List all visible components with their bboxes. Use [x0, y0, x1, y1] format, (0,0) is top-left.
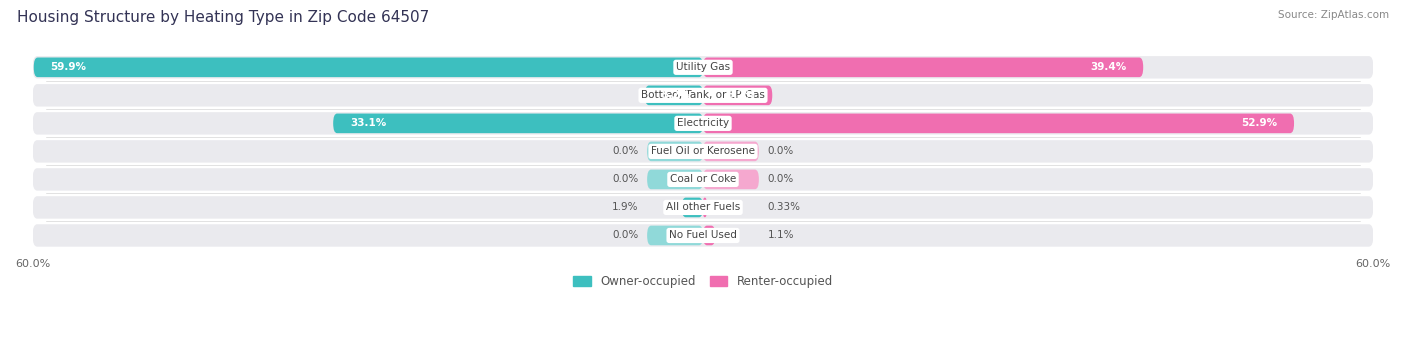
Text: 6.2%: 6.2% [727, 90, 755, 100]
Text: 0.33%: 0.33% [768, 203, 801, 212]
Text: 0.0%: 0.0% [768, 174, 794, 184]
Text: Fuel Oil or Kerosene: Fuel Oil or Kerosene [651, 146, 755, 157]
FancyBboxPatch shape [703, 58, 1143, 77]
FancyBboxPatch shape [32, 56, 1374, 78]
Text: 33.1%: 33.1% [350, 118, 387, 128]
FancyBboxPatch shape [703, 142, 759, 161]
FancyBboxPatch shape [32, 140, 1374, 163]
FancyBboxPatch shape [645, 86, 703, 105]
Text: 5.2%: 5.2% [662, 90, 690, 100]
Text: Source: ZipAtlas.com: Source: ZipAtlas.com [1278, 10, 1389, 20]
FancyBboxPatch shape [682, 198, 703, 217]
Text: 0.0%: 0.0% [612, 146, 638, 157]
FancyBboxPatch shape [703, 198, 707, 217]
FancyBboxPatch shape [647, 226, 703, 245]
Text: 52.9%: 52.9% [1241, 118, 1277, 128]
Text: 1.1%: 1.1% [768, 231, 794, 240]
Text: Bottled, Tank, or LP Gas: Bottled, Tank, or LP Gas [641, 90, 765, 100]
FancyBboxPatch shape [333, 114, 703, 133]
FancyBboxPatch shape [32, 112, 1374, 135]
Text: 39.4%: 39.4% [1090, 62, 1126, 72]
FancyBboxPatch shape [703, 169, 759, 189]
FancyBboxPatch shape [703, 114, 1294, 133]
Text: No Fuel Used: No Fuel Used [669, 231, 737, 240]
FancyBboxPatch shape [703, 86, 772, 105]
FancyBboxPatch shape [703, 226, 716, 245]
Text: Electricity: Electricity [676, 118, 730, 128]
FancyBboxPatch shape [32, 196, 1374, 219]
Legend: Owner-occupied, Renter-occupied: Owner-occupied, Renter-occupied [568, 270, 838, 293]
Text: 0.0%: 0.0% [768, 146, 794, 157]
FancyBboxPatch shape [647, 142, 703, 161]
Text: 0.0%: 0.0% [612, 174, 638, 184]
Text: 1.9%: 1.9% [612, 203, 638, 212]
Text: Utility Gas: Utility Gas [676, 62, 730, 72]
FancyBboxPatch shape [32, 224, 1374, 247]
Text: Coal or Coke: Coal or Coke [669, 174, 737, 184]
Text: Housing Structure by Heating Type in Zip Code 64507: Housing Structure by Heating Type in Zip… [17, 10, 429, 25]
FancyBboxPatch shape [647, 169, 703, 189]
FancyBboxPatch shape [32, 84, 1374, 106]
FancyBboxPatch shape [34, 58, 703, 77]
Text: 0.0%: 0.0% [612, 231, 638, 240]
FancyBboxPatch shape [32, 168, 1374, 191]
Text: All other Fuels: All other Fuels [666, 203, 740, 212]
Text: 59.9%: 59.9% [51, 62, 87, 72]
